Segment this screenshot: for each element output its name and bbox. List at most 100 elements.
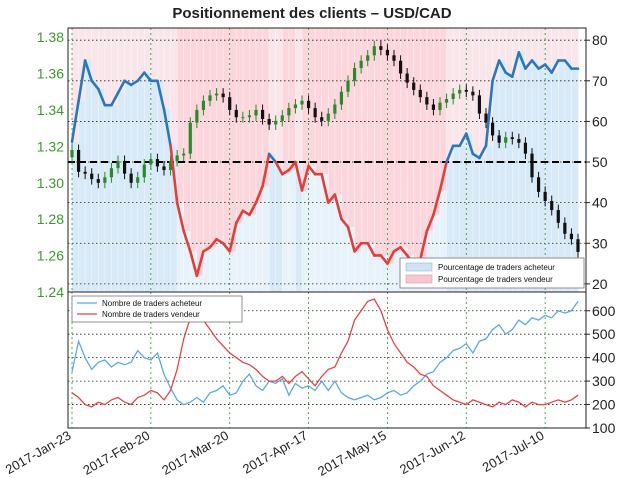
band-vendeur <box>164 28 172 110</box>
pct-long-segment <box>136 71 146 83</box>
band-vendeur <box>157 28 165 81</box>
band-vendeur <box>256 28 264 203</box>
band-vendeur <box>131 28 139 85</box>
band-vendeur <box>190 28 198 252</box>
band-acheteur <box>433 214 441 292</box>
band-acheteur <box>374 255 382 292</box>
band-vendeur <box>564 28 572 61</box>
band-acheteur <box>203 251 211 292</box>
candle-body <box>182 153 186 156</box>
candle-body <box>504 137 508 143</box>
band-acheteur <box>525 68 533 292</box>
bottom-tick-label: 600 <box>592 303 616 319</box>
band-acheteur <box>518 52 526 292</box>
candle-body <box>379 46 383 50</box>
candle-body <box>136 177 140 183</box>
pct-long-segment <box>399 246 409 257</box>
candle-body <box>274 120 278 125</box>
top-legend-label: Pourcentage de traders acheteur <box>438 263 555 272</box>
bottom-legend-label: Nombre de traders vendeur <box>102 310 200 319</box>
x-tick-label: 2017-Feb-20 <box>80 428 152 478</box>
pct-long-segment <box>221 241 232 253</box>
candle-body <box>418 89 422 98</box>
candle-body <box>477 95 482 114</box>
band-acheteur <box>269 153 277 292</box>
candle-body <box>471 91 475 96</box>
left-axis: 1.24 1.26 1.28 1.30 1.32 1.34 1.36 1.38 <box>37 29 64 300</box>
candle-body <box>306 100 311 109</box>
candle-body <box>359 60 363 69</box>
candle-body <box>556 210 560 223</box>
bottom-right-axis: 100 200 300 400 500 600 <box>586 303 616 436</box>
pct-long-segment <box>346 225 356 253</box>
candle-body <box>385 49 390 56</box>
candle-body <box>490 122 495 136</box>
band-vendeur <box>269 28 277 154</box>
top-legend-swatch <box>405 274 433 284</box>
band-acheteur <box>486 145 494 292</box>
band-vendeur <box>440 28 448 191</box>
band-acheteur <box>91 80 99 292</box>
right-tick-label: 60 <box>592 113 608 129</box>
band-vendeur <box>229 28 237 252</box>
right-tick-label: 80 <box>592 32 608 48</box>
x-tick-label: 2017-Jul-10 <box>480 428 547 475</box>
band-vendeur <box>275 28 283 163</box>
right-tick-label: 50 <box>592 154 608 170</box>
band-acheteur <box>321 174 329 292</box>
pct-long-segment <box>543 63 554 74</box>
band-vendeur <box>341 28 349 219</box>
pct-long-segment <box>162 107 172 148</box>
pct-long-segment <box>517 51 527 70</box>
right-tick-label: 30 <box>592 235 608 251</box>
candle-body <box>366 55 370 61</box>
pct-long-segment <box>353 241 363 253</box>
pct-long-segment <box>110 91 120 107</box>
pct-long-segment <box>83 59 94 83</box>
top-legend-label: Pourcentage de traders vendeur <box>438 275 553 284</box>
band-vendeur <box>210 28 218 248</box>
candle-body <box>280 115 284 121</box>
pct-long-segment <box>234 209 245 225</box>
band-acheteur <box>459 145 467 292</box>
candle-body <box>195 109 199 123</box>
band-vendeur <box>420 28 428 260</box>
candle-body <box>109 168 114 178</box>
band-vendeur <box>558 28 566 61</box>
band-vendeur <box>144 28 152 73</box>
band-acheteur <box>229 251 237 292</box>
pct-long-segment <box>320 172 330 204</box>
pct-long-segment <box>116 79 126 95</box>
pct-long-segment <box>261 152 271 188</box>
series-vendeur-line <box>71 298 579 408</box>
pct-long-segment <box>418 229 429 261</box>
band-vendeur <box>118 28 126 93</box>
band-vendeur <box>203 28 211 252</box>
right-tick-label: 70 <box>592 73 608 89</box>
candle-body <box>563 222 567 234</box>
candle-body <box>372 46 376 56</box>
band-acheteur <box>118 92 126 292</box>
band-acheteur <box>302 190 310 292</box>
band-acheteur <box>387 263 395 292</box>
band-vendeur <box>321 28 329 175</box>
band-acheteur <box>131 84 139 292</box>
candle-body <box>142 164 146 178</box>
band-vendeur <box>354 28 362 252</box>
band-vendeur <box>137 28 145 81</box>
band-acheteur <box>315 174 323 292</box>
pct-long-segment <box>156 79 166 111</box>
pct-long-segment <box>70 99 80 144</box>
band-acheteur <box>216 239 224 292</box>
candle-body <box>523 142 528 154</box>
bottom-tick-label: 100 <box>592 420 616 436</box>
top-legend-swatch <box>405 262 433 272</box>
band-acheteur <box>288 170 296 292</box>
pct-long-segment <box>287 160 297 172</box>
bottom-tick-label: 200 <box>592 397 616 413</box>
band-vendeur <box>124 28 132 81</box>
pct-long-segment <box>169 144 179 204</box>
band-vendeur <box>532 28 540 61</box>
pct-long-segment <box>550 59 560 74</box>
